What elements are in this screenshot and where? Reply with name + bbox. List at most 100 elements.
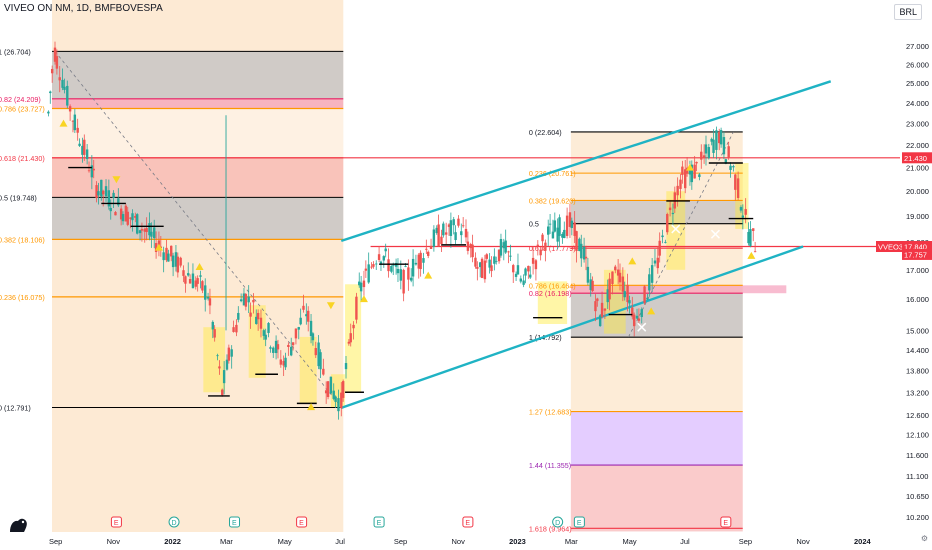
candle-body [707,147,711,159]
fib1-label: 0.82 (24.209) [0,95,41,104]
candle-body [474,257,477,267]
candle-body [100,179,103,197]
settings-icon[interactable]: ⚙ [920,534,928,543]
candle-body [522,280,525,285]
candle-body [637,318,641,321]
candle-body [650,265,654,283]
candle-body [237,312,240,320]
candle-body [551,231,555,239]
candle-body [252,299,255,303]
earnings-marker [373,516,385,528]
candle-body [507,251,510,253]
earnings-marker [573,516,585,528]
candle-body [384,248,387,252]
price-badge-label: 17.840 [904,243,927,252]
candle-body [422,258,425,263]
candle-body [297,327,300,330]
candle-body [145,228,148,233]
fib2-zone-purple [570,411,743,466]
candle-body [671,212,675,215]
candle-body [218,366,221,369]
candle-body [741,215,745,218]
candles-group [47,41,757,420]
candle-body [499,239,503,256]
candle-body [184,276,187,284]
candle-body [621,276,625,292]
candle-body [332,390,335,399]
candle-body [727,146,730,158]
candle-body [449,220,453,236]
x-tick-label: Mar [220,537,233,546]
signal-triangle [747,251,756,259]
candle-body [563,229,566,238]
candle-body [87,170,91,172]
y-tick-label: 13.800 [906,367,929,376]
candle-body [287,344,290,347]
currency-button[interactable]: BRL [894,4,922,20]
candle-body [199,275,202,277]
price-badge [902,152,932,164]
candle-body [447,224,451,227]
candle-body [362,280,366,288]
earnings-marker-label: E [465,520,470,527]
price-badge-label: VVEO3 [878,243,903,252]
candle-body [92,168,95,171]
tradingview-logo-icon[interactable] [6,512,32,534]
highlight-box-4 [345,284,362,393]
candle-body [589,279,592,290]
candle-body [712,139,715,153]
candle-body [372,264,375,267]
candle-body [165,247,168,261]
candle-body [90,165,94,178]
candle-body [171,255,175,268]
candle-body [58,77,61,81]
candle-body [656,257,660,269]
candle-body [375,263,378,265]
candle-body [162,252,165,261]
candle-body [570,220,574,229]
fib1-label: 0.5 (19.748) [0,193,37,202]
earnings-marker-label: E [577,520,582,527]
signal-triangle [685,163,694,171]
fib1-label: 0.382 (18.106) [0,235,45,244]
candle-body [63,86,66,90]
candle-body [452,219,455,226]
candle-body [294,328,298,339]
candle-body [495,261,498,262]
candle-body [547,226,550,235]
candle-body [640,309,643,318]
candle-body [284,357,287,368]
dividend-marker [552,516,564,528]
candle-body [519,278,523,282]
candle-body [698,174,701,178]
candle-body [352,324,355,329]
x-marker [710,229,720,239]
y-tick-label: 26.000 [906,60,929,69]
candle-body [117,198,120,206]
candle-body [81,145,84,155]
candle-body [558,217,561,236]
candle-body [136,214,139,234]
candle-body [143,229,146,232]
candle-body [435,227,438,234]
candle-body [684,169,687,189]
candle-body [710,138,713,142]
earnings-marker-label: E [299,520,304,527]
fib2-label: 1.44 (11.355) [529,461,571,470]
fib1-label: 0.786 (23.727) [0,105,45,114]
candle-body [586,266,590,283]
candle-body [628,300,631,304]
signal-triangle [112,176,121,184]
signal-triangle [424,271,433,279]
candle-body [134,215,137,218]
candle-body [290,346,293,356]
candle-body [539,249,542,256]
fib2-label: 0.5 [529,220,539,229]
candle-body [556,227,559,242]
candle-body [534,260,538,270]
candle-body [471,244,474,258]
highlight-box-0 [203,327,226,393]
candle-body [359,282,363,292]
x-tick-label: Nov [452,537,466,546]
